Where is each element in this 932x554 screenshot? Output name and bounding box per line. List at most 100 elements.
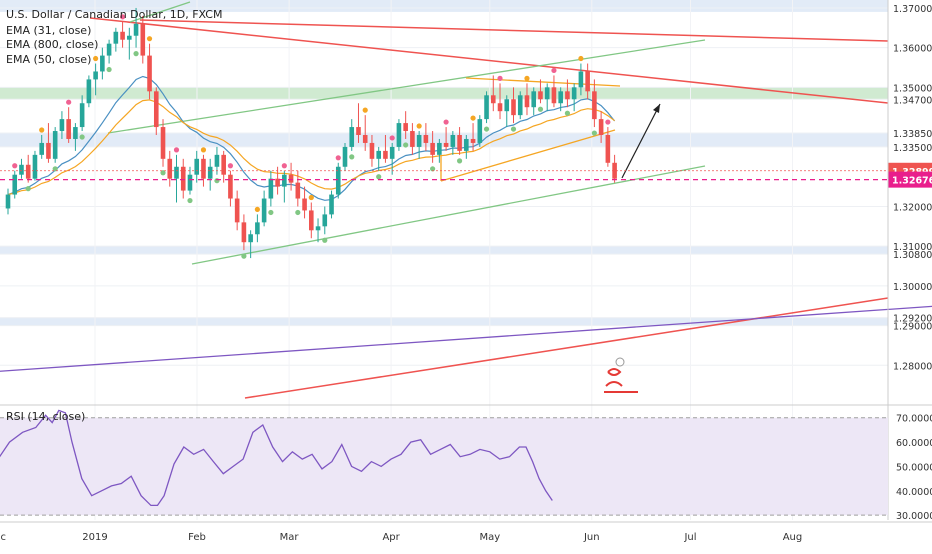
candle-8[interactable] — [59, 111, 65, 139]
candle-18[interactable] — [127, 27, 132, 60]
candle-51[interactable] — [349, 119, 355, 151]
candle-63[interactable] — [430, 131, 435, 163]
candle-39[interactable] — [268, 170, 274, 207]
candle-48[interactable] — [329, 190, 334, 219]
candle-22[interactable] — [153, 87, 159, 135]
candle-82[interactable] — [558, 87, 563, 112]
candle-16[interactable] — [113, 27, 119, 52]
candle-1[interactable] — [12, 170, 18, 199]
candle-59[interactable] — [403, 111, 408, 139]
candle-27[interactable] — [187, 166, 193, 195]
candle-4[interactable] — [32, 150, 38, 181]
candle-13[interactable] — [93, 63, 98, 96]
candle-9[interactable] — [66, 107, 71, 143]
candle-58[interactable] — [396, 119, 402, 151]
candle-41[interactable] — [282, 170, 287, 203]
candle-60[interactable] — [410, 123, 415, 155]
candle-53[interactable] — [362, 115, 368, 151]
green-channel-upper[interactable] — [107, 39, 706, 134]
candle-23[interactable] — [160, 119, 166, 167]
candle-10[interactable] — [73, 123, 78, 151]
candle-45[interactable] — [309, 202, 314, 239]
candle-74[interactable] — [504, 95, 510, 128]
candles[interactable] — [5, 7, 617, 259]
candle-6[interactable] — [46, 123, 51, 163]
candle-36[interactable] — [248, 230, 253, 259]
red-rising-trendline[interactable] — [244, 297, 889, 399]
candle-28[interactable] — [194, 150, 200, 183]
green-line-top-left[interactable] — [129, 1, 191, 23]
candle-90[interactable] — [612, 154, 617, 183]
time-axis[interactable]: Dec 2019 Feb Mar Apr May Jun Jul Aug — [0, 532, 802, 543]
green-channel-lower[interactable] — [191, 165, 706, 265]
candle-24[interactable] — [167, 150, 173, 187]
candle-75[interactable] — [511, 87, 516, 124]
candle-34[interactable] — [234, 190, 240, 231]
candle-88[interactable] — [598, 111, 604, 143]
candle-32[interactable] — [221, 150, 226, 183]
candle-70[interactable] — [477, 115, 483, 147]
candle-40[interactable] — [275, 166, 280, 195]
candle-76[interactable] — [517, 91, 523, 120]
candle-5[interactable] — [39, 135, 44, 159]
candle-3[interactable] — [25, 154, 31, 183]
candle-2[interactable] — [19, 158, 24, 179]
red-resistance-line-upper[interactable] — [139, 19, 889, 42]
candle-73[interactable] — [497, 83, 503, 120]
candle-55[interactable] — [376, 146, 381, 171]
candle-11[interactable] — [79, 95, 85, 132]
candle-50[interactable] — [342, 142, 348, 171]
candle-71[interactable] — [484, 91, 489, 124]
chart-event-icon[interactable] — [604, 357, 638, 393]
candle-54[interactable] — [369, 135, 375, 167]
candle-42[interactable] — [288, 162, 294, 191]
rsi-axis[interactable]: 70.0000 60.0000 50.0000 40.0000 30.0000 — [896, 414, 932, 522]
candle-0[interactable] — [5, 188, 11, 215]
candle-7[interactable] — [52, 127, 58, 163]
candle-68[interactable] — [464, 135, 469, 159]
candle-77[interactable] — [524, 83, 530, 116]
candle-43[interactable] — [295, 170, 301, 207]
candle-31[interactable] — [214, 146, 220, 175]
candle-37[interactable] — [255, 214, 260, 243]
candle-19[interactable] — [133, 7, 139, 48]
candle-62[interactable] — [423, 123, 429, 151]
projection-arrow[interactable] — [621, 103, 661, 179]
candle-72[interactable] — [490, 75, 496, 112]
candle-49[interactable] — [335, 162, 341, 199]
candle-87[interactable] — [592, 79, 597, 128]
candle-35[interactable] — [241, 214, 247, 251]
candle-67[interactable] — [457, 127, 462, 155]
candle-81[interactable] — [551, 75, 557, 108]
legend-ema-50[interactable]: EMA (50, close) — [6, 53, 91, 66]
candle-85[interactable] — [578, 63, 584, 96]
candle-26[interactable] — [180, 158, 186, 199]
candle-65[interactable] — [443, 127, 449, 151]
candle-66[interactable] — [450, 131, 456, 155]
candle-21[interactable] — [147, 43, 152, 100]
red-resistance-line[interactable] — [89, 17, 889, 104]
candle-15[interactable] — [106, 39, 112, 64]
candle-57[interactable] — [389, 142, 395, 175]
candle-33[interactable] — [228, 170, 233, 207]
candle-69[interactable] — [470, 123, 476, 151]
candle-14[interactable] — [100, 47, 105, 80]
candle-25[interactable] — [174, 154, 179, 203]
candle-56[interactable] — [383, 135, 388, 163]
candle-64[interactable] — [437, 138, 442, 163]
candle-80[interactable] — [544, 83, 550, 112]
candle-30[interactable] — [207, 158, 213, 191]
candle-78[interactable] — [531, 87, 537, 116]
candle-83[interactable] — [565, 79, 570, 108]
legend-ema-31[interactable]: EMA (31, close) — [6, 24, 91, 37]
candle-38[interactable] — [261, 190, 267, 227]
candle-17[interactable] — [120, 21, 125, 48]
candle-86[interactable] — [585, 63, 590, 100]
candle-20[interactable] — [140, 15, 146, 64]
orange-triangle-bottom[interactable] — [440, 129, 616, 182]
candle-79[interactable] — [538, 79, 543, 104]
legend-ema-800[interactable]: EMA (800, close) — [6, 38, 98, 51]
candle-44[interactable] — [302, 186, 307, 219]
